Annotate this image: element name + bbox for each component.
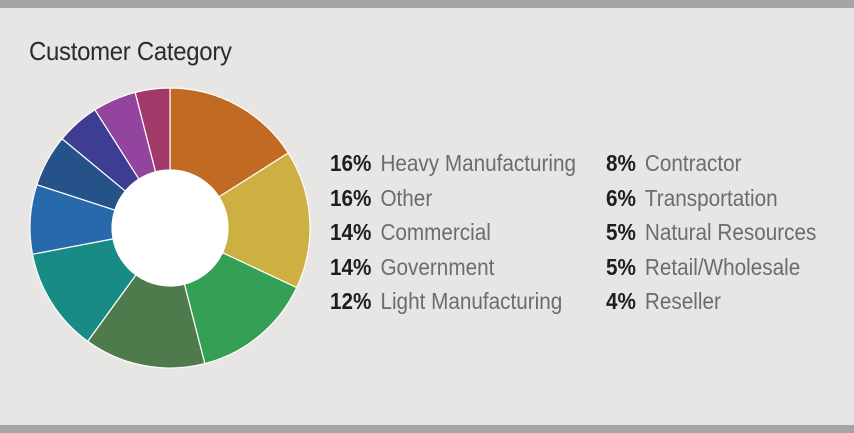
legend-percent: 4% — [606, 288, 636, 314]
legend-label: Contractor — [644, 150, 742, 176]
legend-label: Commercial — [380, 219, 491, 245]
legend-label: Government — [380, 253, 495, 280]
legend-percent: 16% — [330, 150, 372, 176]
legend-item: 16% Other — [330, 183, 576, 218]
bottom-border — [0, 425, 854, 433]
legend-percent: 5% — [606, 253, 636, 280]
legend-item: 16% Heavy Manufacturing — [330, 148, 576, 183]
legend-item: 5% Retail/Wholesale — [606, 252, 816, 287]
legend-percent: 12% — [330, 288, 372, 314]
legend-label: Retail/Wholesale — [644, 253, 801, 280]
legend-label: Light Manufacturing — [380, 288, 563, 314]
legend-label: Reseller — [644, 288, 721, 314]
legend-percent: 14% — [330, 253, 372, 280]
legend-label: Transportation — [644, 184, 778, 211]
legend-percent: 16% — [330, 184, 372, 211]
legend-column-2: 8% Contractor 6% Transportation 5% Natural Re… — [606, 148, 840, 321]
legend-label: Other — [380, 184, 433, 211]
legend-column-1: 16% Heavy Manufacturing 16% Other 14% Commerc… — [330, 148, 603, 321]
legend-percent: 6% — [606, 184, 636, 211]
donut-chart — [29, 87, 311, 369]
legend-percent: 14% — [330, 219, 372, 245]
top-border — [0, 0, 854, 8]
legend-item: 6% Transportation — [606, 183, 816, 218]
legend-item: 4% Reseller — [606, 286, 816, 321]
chart-title: Customer Category — [29, 36, 232, 66]
legend-item: 12% Light Manufacturing — [330, 286, 576, 321]
legend-item: 14% Commercial — [330, 217, 576, 252]
legend-percent: 5% — [606, 219, 636, 245]
legend-item: 8% Contractor — [606, 148, 816, 183]
legend-label: Heavy Manufacturing — [380, 150, 577, 176]
legend-item: 5% Natural Resources — [606, 217, 816, 252]
legend-item: 14% Government — [330, 252, 576, 287]
donut-hole — [112, 170, 228, 286]
legend-percent: 8% — [606, 150, 636, 176]
legend-label: Natural Resources — [644, 219, 817, 245]
